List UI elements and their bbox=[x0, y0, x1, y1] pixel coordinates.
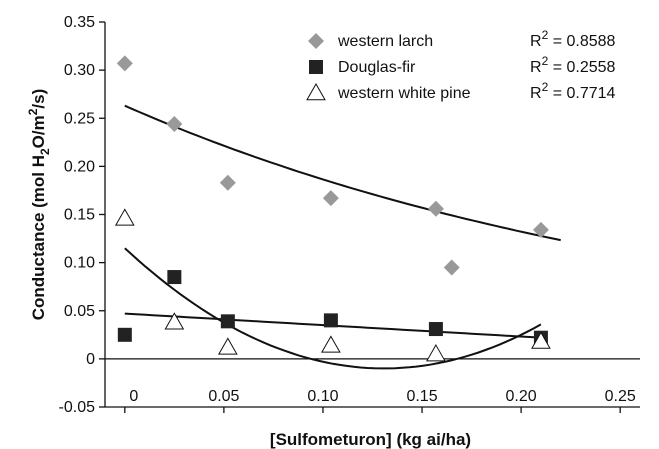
legend-marker bbox=[308, 33, 324, 49]
data-point bbox=[166, 116, 183, 133]
legend-label: western larch bbox=[337, 33, 433, 50]
fit-line bbox=[124, 247, 542, 370]
y-tick-label: 0 bbox=[86, 351, 95, 368]
data-point bbox=[531, 331, 551, 349]
fit-line bbox=[124, 104, 561, 242]
x-tick-label: 0.05 bbox=[208, 388, 239, 405]
legend-label: Douglas-fir bbox=[338, 59, 416, 76]
r2-label: R2 = 0.8588 bbox=[530, 28, 616, 50]
x-tick-label: 0 bbox=[129, 388, 138, 405]
y-tick-label: 0.30 bbox=[64, 62, 95, 79]
y-tick-label: 0.05 bbox=[64, 303, 95, 320]
data-point bbox=[322, 190, 339, 207]
x-tick-label: 0.15 bbox=[406, 388, 437, 405]
legend-label: western white pine bbox=[337, 85, 471, 102]
y-axis-title-sub: 2 bbox=[38, 148, 52, 155]
data-point bbox=[117, 327, 132, 342]
y-tick-label: 0.35 bbox=[64, 14, 95, 31]
y-axis-title-part: O/m bbox=[29, 115, 48, 148]
axes: -0.05 0 0.05 0.10 0.15 0.20 0.25 0.30 0.35 0 0.05 0… bbox=[59, 14, 640, 416]
x-tick-label: 0.20 bbox=[506, 388, 537, 405]
data-point bbox=[426, 344, 446, 362]
y-axis-title-part: Conductance (mol H bbox=[29, 155, 48, 320]
data-point bbox=[116, 55, 133, 72]
data-point bbox=[217, 337, 238, 355]
r2-label: R2 = 0.2558 bbox=[530, 54, 616, 76]
x-tick-label: 0.25 bbox=[605, 388, 636, 405]
legend-marker bbox=[306, 82, 326, 101]
r2-label: R2 = 0.7714 bbox=[530, 80, 616, 102]
y-tick-label: 0.25 bbox=[64, 110, 95, 127]
x-axis-title: [Sulfometuron] (kg ai/ha) bbox=[270, 430, 471, 449]
data-point bbox=[164, 312, 185, 330]
fit-lines bbox=[124, 104, 561, 370]
data-point bbox=[323, 313, 338, 328]
legend-marker bbox=[309, 60, 323, 74]
y-axis-title-sup: 2 bbox=[26, 108, 40, 115]
y-tick-label: 0.20 bbox=[64, 158, 95, 175]
data-points bbox=[114, 55, 551, 362]
data-point bbox=[428, 322, 443, 337]
data-point bbox=[219, 174, 236, 191]
data-point bbox=[427, 200, 444, 217]
data-point bbox=[532, 221, 549, 238]
y-axis-title: Conductance (mol H2O/m2/s) bbox=[26, 89, 52, 321]
data-point bbox=[220, 314, 235, 329]
y-tick-label: -0.05 bbox=[59, 399, 96, 416]
y-axis-title-part: /s) bbox=[29, 89, 48, 109]
x-tick-label: 0.10 bbox=[307, 388, 338, 405]
data-point bbox=[167, 270, 182, 285]
y-tick-label: 0.15 bbox=[64, 207, 95, 224]
legend: western larch R2 = 0.8588 Douglas-fir R2 = … bbox=[306, 28, 616, 102]
y-tick-label: 0.10 bbox=[64, 255, 95, 272]
data-point bbox=[443, 259, 460, 276]
data-point bbox=[321, 335, 341, 353]
data-point bbox=[114, 208, 135, 226]
